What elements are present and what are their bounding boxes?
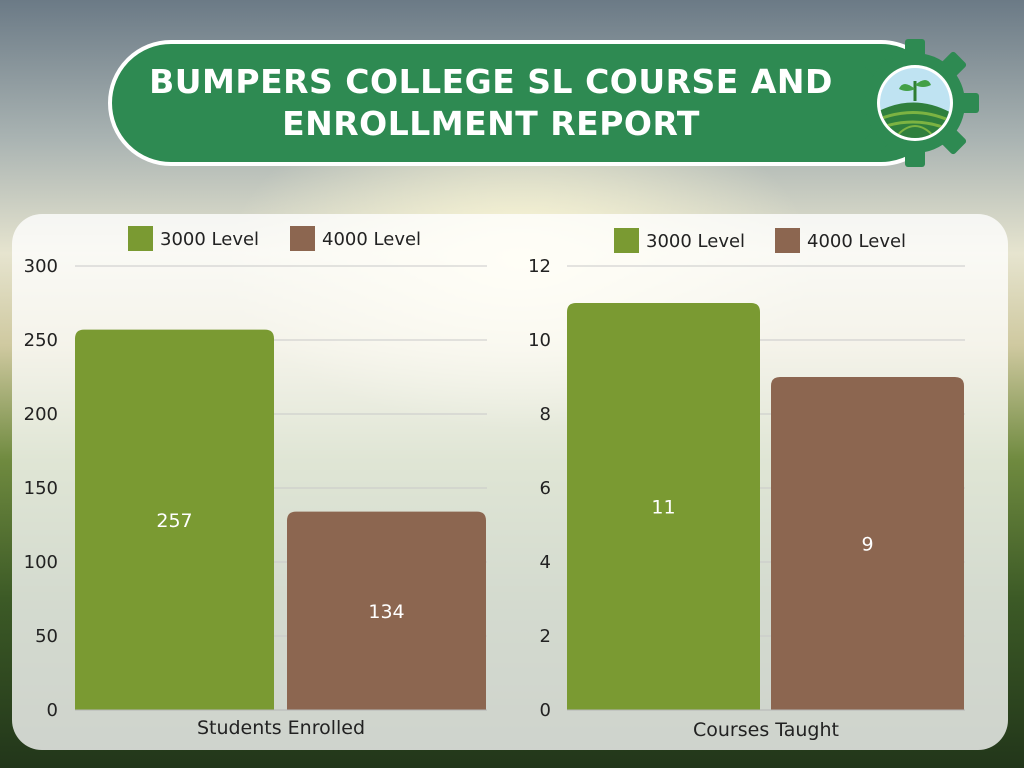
y-tick-label: 0 <box>540 700 551 721</box>
data-label: 257 <box>156 510 192 532</box>
y-tick-label: 300 <box>24 256 58 277</box>
y-tick-label: 0 <box>47 700 58 721</box>
legend-label: 4000 Level <box>322 229 421 250</box>
y-tick-label: 150 <box>24 478 58 499</box>
x-category-label: Students Enrolled <box>197 717 365 739</box>
gear-farm-sprout-icon <box>851 39 979 167</box>
bar-4000-level <box>287 511 486 710</box>
y-tick-label: 100 <box>24 552 58 573</box>
y-tick-label: 12 <box>528 256 551 277</box>
legend-label: 3000 Level <box>646 231 745 252</box>
legend-swatch <box>128 226 153 251</box>
y-tick-label: 10 <box>528 330 551 351</box>
x-category-label: Courses Taught <box>693 719 839 741</box>
page-title: BUMPERS COLLEGE SL COURSE AND ENROLLMENT… <box>149 62 833 143</box>
legend-swatch <box>290 226 315 251</box>
data-label: 134 <box>368 601 404 623</box>
legend-swatch <box>775 228 800 253</box>
y-tick-label: 6 <box>540 478 551 499</box>
legend-label: 4000 Level <box>807 231 906 252</box>
legend-label: 3000 Level <box>160 229 259 250</box>
y-tick-label: 8 <box>540 404 551 425</box>
data-label: 11 <box>651 497 675 519</box>
bar-3000-level <box>567 303 760 710</box>
bar-3000-level <box>75 329 274 710</box>
legend-swatch <box>614 228 639 253</box>
y-tick-label: 250 <box>24 330 58 351</box>
y-tick-label: 2 <box>540 626 551 647</box>
y-tick-label: 200 <box>24 404 58 425</box>
data-label: 9 <box>861 534 873 556</box>
title-banner: BUMPERS COLLEGE SL COURSE AND ENROLLMENT… <box>108 40 944 166</box>
y-tick-label: 50 <box>35 626 58 647</box>
y-tick-label: 4 <box>540 552 551 573</box>
bar-4000-level <box>771 377 964 710</box>
